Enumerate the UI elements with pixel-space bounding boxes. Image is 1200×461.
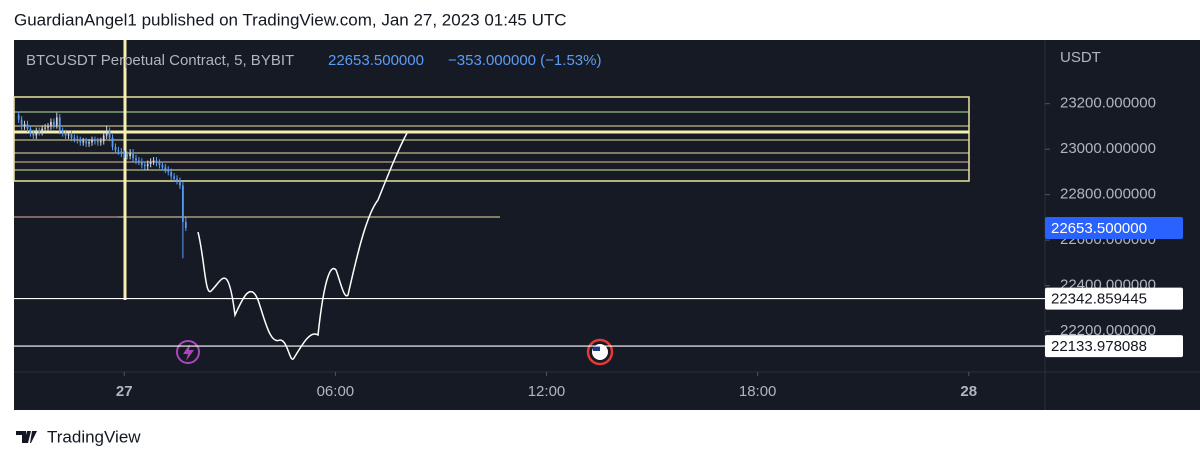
candle-body	[20, 119, 23, 127]
candle-body	[29, 128, 32, 134]
candle-body	[132, 152, 134, 159]
user-drawings	[13, 40, 970, 360]
drawn-projection	[197, 132, 408, 360]
x-tick-label: 28	[960, 383, 977, 400]
candle-body	[176, 178, 178, 181]
candle-body	[182, 185, 184, 222]
event-glyph	[593, 346, 600, 351]
candle-body	[155, 160, 158, 163]
candle-body	[108, 130, 111, 138]
candle-body	[105, 130, 108, 136]
candle-body	[23, 124, 26, 127]
price-label: 22133.978088	[1051, 338, 1147, 355]
candle-body	[173, 176, 175, 179]
candle-body	[70, 134, 73, 138]
last-price-header: 22653.500000	[328, 52, 424, 69]
candle-body	[161, 165, 164, 168]
drawn-box	[13, 96, 970, 182]
candle-body	[88, 142, 90, 144]
candle-body	[91, 140, 93, 143]
candle-body	[164, 167, 167, 170]
price-unit: USDT	[1060, 49, 1101, 66]
candle-body	[38, 130, 41, 133]
candle-body	[114, 146, 117, 151]
publish-header: GuardianAngel1 published on TradingView.…	[14, 10, 567, 29]
candle-body	[55, 117, 58, 126]
chart-title: BTCUSDT Perpetual Contract, 5, BYBIT	[26, 52, 294, 69]
x-tick-label: 18:00	[739, 383, 777, 400]
candle-body	[73, 137, 76, 139]
candle-body	[184, 221, 187, 228]
price-label-box	[1045, 287, 1183, 310]
x-tick-label: 27	[116, 383, 133, 400]
candle-body	[143, 165, 146, 167]
candle-body	[67, 134, 70, 136]
brand-logo	[16, 431, 37, 443]
candle-body	[47, 126, 49, 128]
x-tick-label: 06:00	[317, 383, 355, 400]
brand-name: TradingView	[47, 427, 141, 446]
candle-body	[146, 163, 149, 167]
candle-body	[17, 115, 20, 120]
candle-body	[117, 150, 120, 152]
candle-body	[44, 127, 46, 129]
price-change: −353.000000 (−1.53%)	[448, 52, 601, 69]
candle-body	[111, 137, 114, 147]
candle-body	[64, 133, 67, 136]
candle-body	[140, 161, 143, 166]
candle-body	[76, 138, 79, 141]
candle-body	[58, 117, 61, 131]
candle-body	[149, 161, 152, 164]
candle-body	[52, 121, 55, 126]
candle-body	[102, 135, 105, 142]
last-price-label: 22653.500000	[1051, 220, 1147, 237]
candle-body	[152, 160, 155, 162]
candle-body	[32, 133, 35, 136]
candle-body	[138, 160, 140, 162]
y-tick-label: 23000.000000	[1060, 140, 1156, 157]
candle-body	[85, 141, 88, 144]
y-tick-label: 23200.000000	[1060, 95, 1156, 112]
candle-body	[35, 130, 38, 136]
price-label: 22342.859445	[1051, 291, 1147, 308]
candle-body	[82, 141, 85, 143]
x-tick-label: 12:00	[528, 383, 566, 400]
event-glyph	[183, 344, 194, 361]
candle-body	[129, 152, 131, 156]
candle-body	[120, 151, 123, 154]
price-label-box	[1045, 335, 1183, 358]
candle-body	[135, 158, 137, 161]
candle-body	[99, 141, 102, 143]
y-tick-label: 22800.000000	[1060, 186, 1156, 203]
candle-body	[94, 140, 96, 142]
candle-body	[61, 130, 64, 134]
candle-body	[158, 162, 161, 166]
candle-body	[179, 180, 181, 186]
candle-body	[41, 128, 44, 133]
candle-body	[50, 121, 52, 127]
candle-body	[126, 154, 129, 156]
last-price-box	[1045, 216, 1183, 239]
y-tick-label: 22200.000000	[1060, 322, 1156, 339]
candle-body	[26, 124, 29, 129]
candle-body	[170, 171, 173, 177]
candle-body	[123, 153, 126, 155]
candle-body	[96, 141, 99, 143]
candle-body	[167, 169, 170, 172]
candle-body	[79, 140, 82, 143]
